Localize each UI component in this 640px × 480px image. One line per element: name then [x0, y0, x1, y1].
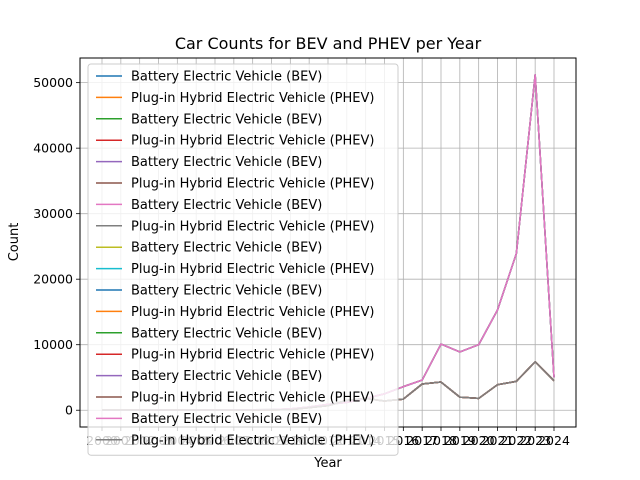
y-tick-label: 40000 — [33, 141, 73, 156]
x-tick-label: 2017 — [406, 433, 438, 448]
x-tick-label: 2019 — [444, 433, 476, 448]
y-tick-label: 30000 — [33, 206, 73, 221]
x-tick-label: 2022 — [500, 433, 532, 448]
legend-entry: Plug-in Hybrid Electric Vehicle (PHEV) — [131, 134, 374, 149]
legend-entry: Plug-in Hybrid Electric Vehicle (PHEV) — [131, 305, 374, 320]
legend-entry: Battery Electric Vehicle (BEV) — [131, 112, 322, 127]
y-tick-label: 20000 — [33, 272, 73, 287]
legend-entry: Battery Electric Vehicle (BEV) — [131, 198, 322, 213]
legend: Battery Electric Vehicle (BEV) Plug-in Hy… — [87, 63, 399, 456]
y-tick-label: 50000 — [33, 75, 73, 90]
legend-box — [87, 63, 399, 456]
legend-entry: Plug-in Hybrid Electric Vehicle (PHEV) — [131, 262, 374, 277]
legend-entry: Battery Electric Vehicle (BEV) — [131, 241, 322, 256]
legend-entry: Plug-in Hybrid Electric Vehicle (PHEV) — [131, 391, 374, 406]
legend-entry: Battery Electric Vehicle (BEV) — [131, 369, 322, 384]
y-axis-label: Count — [7, 223, 22, 262]
legend-entry: Plug-in Hybrid Electric Vehicle (PHEV) — [131, 177, 374, 192]
legend-entry: Battery Electric Vehicle (BEV) — [131, 412, 322, 427]
y-tick-label: 10000 — [33, 337, 73, 352]
legend-entry: Plug-in Hybrid Electric Vehicle (PHEV) — [131, 348, 374, 363]
legend-entry: Battery Electric Vehicle (BEV) — [131, 155, 322, 170]
legend-entry: Plug-in Hybrid Electric Vehicle (PHEV) — [131, 91, 374, 106]
x-tick-label: 2018 — [425, 433, 457, 448]
x-tick-label: 2023 — [519, 433, 551, 448]
chart-title: Car Counts for BEV and PHEV per Year — [175, 34, 482, 53]
y-tick-label: 0 — [65, 403, 73, 418]
x-axis-label: Year — [313, 456, 342, 471]
legend-entry: Battery Electric Vehicle (BEV) — [131, 284, 322, 299]
legend-entry: Plug-in Hybrid Electric Vehicle (PHEV) — [131, 433, 374, 448]
legend-entry: Plug-in Hybrid Electric Vehicle (PHEV) — [131, 219, 374, 234]
x-tick-label: 2024 — [538, 433, 570, 448]
x-tick-label: 2021 — [482, 433, 514, 448]
legend-entry: Battery Electric Vehicle (BEV) — [131, 326, 322, 341]
x-tick-label: 2020 — [463, 433, 495, 448]
legend-entry: Battery Electric Vehicle (BEV) — [131, 70, 322, 85]
